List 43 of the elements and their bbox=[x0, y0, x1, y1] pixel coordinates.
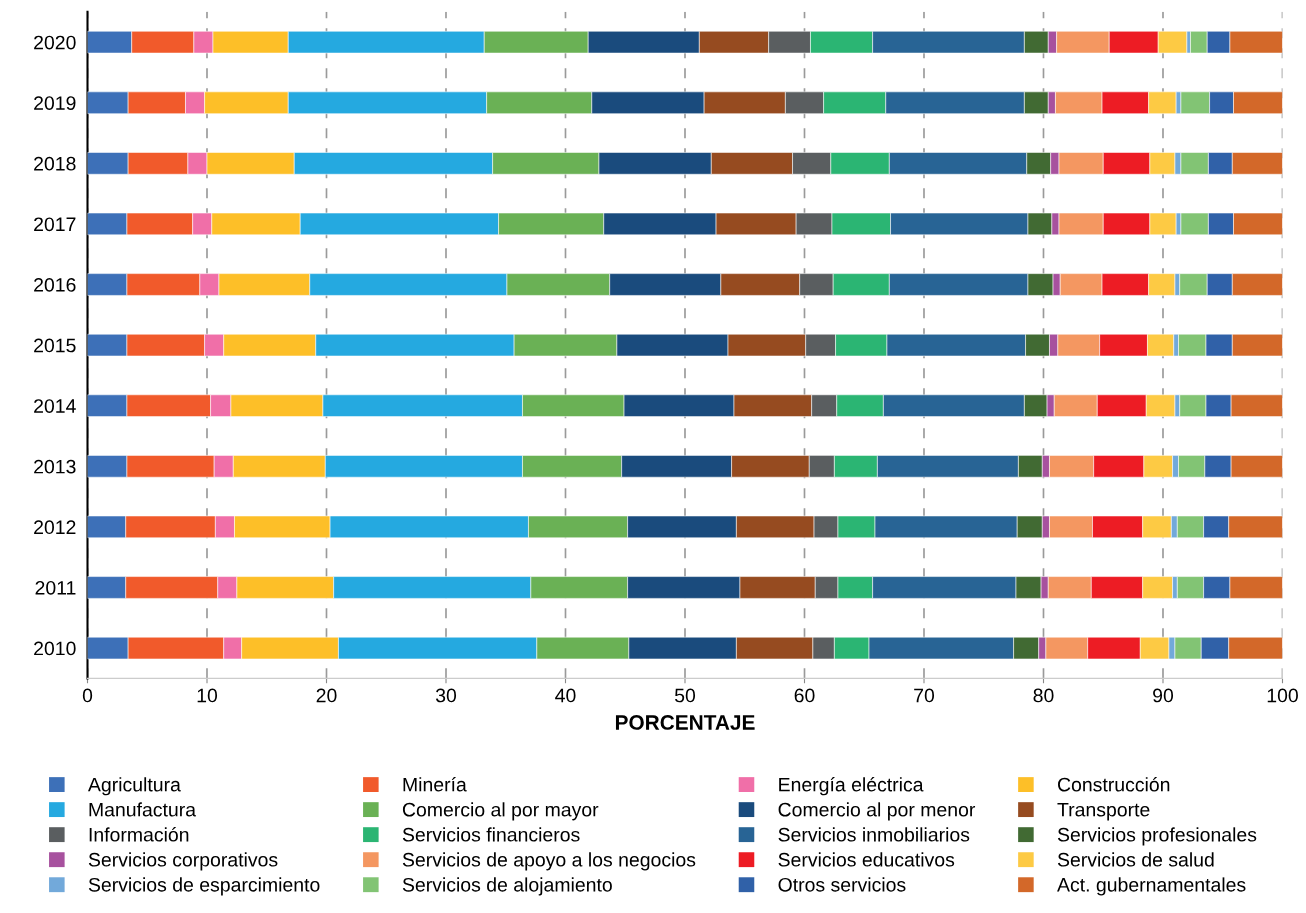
y-tick-label: 2020 bbox=[34, 35, 76, 50]
y-tick-label: 2011 bbox=[35, 580, 76, 595]
legend-label: Manufactura bbox=[89, 802, 197, 817]
legend-label: Servicios financieros bbox=[402, 827, 580, 842]
legend-label: Otros servicios bbox=[778, 877, 906, 892]
y-tick-label: 2012 bbox=[34, 520, 76, 535]
x-tick-label: 10 bbox=[197, 688, 218, 703]
legend-label: Comercio al por menor bbox=[778, 802, 976, 821]
x-tick-label: 20 bbox=[316, 688, 337, 703]
x-tick-label: 40 bbox=[555, 688, 576, 703]
legend-label: Servicios de salud bbox=[1057, 852, 1214, 867]
y-tick-label: 2016 bbox=[34, 277, 76, 292]
legend-label: Minería bbox=[403, 777, 467, 792]
legend-label: Información bbox=[89, 827, 189, 842]
x-tick-label: 60 bbox=[794, 688, 815, 703]
legend-label: Transporte bbox=[1057, 802, 1150, 821]
legend-label: Energía eléctrica bbox=[779, 777, 924, 796]
x-tick-label: 0 bbox=[82, 688, 93, 703]
x-tick-label: 100 bbox=[1267, 688, 1298, 703]
x-tick-label: 90 bbox=[1153, 688, 1174, 703]
x-tick-label: 70 bbox=[914, 688, 935, 703]
legend-label: Agricultura bbox=[87, 777, 181, 796]
y-tick-label: 2010 bbox=[34, 641, 76, 656]
legend-label: Act. gubernamentales bbox=[1057, 877, 1246, 896]
legend-label: Servicios de alojamiento bbox=[402, 877, 612, 896]
legend-label: Servicios de apoyo a los negocios bbox=[402, 852, 696, 871]
y-tick-label: 2019 bbox=[34, 96, 76, 110]
y-tick-label: 2013 bbox=[34, 459, 76, 474]
legend-label: Construcción bbox=[1058, 777, 1170, 792]
y-tick-label: 2017 bbox=[34, 217, 76, 232]
y-tick-label: 2015 bbox=[34, 338, 76, 353]
y-tick-label: 2014 bbox=[34, 399, 76, 413]
x-axis-title: PORCENTAJE bbox=[615, 715, 755, 730]
legend-label: Servicios corporativos bbox=[88, 852, 278, 871]
x-tick-label: 30 bbox=[435, 688, 457, 703]
legend-label: Comercio al por mayor bbox=[402, 802, 599, 821]
legend-label: Servicios educativos bbox=[778, 852, 955, 867]
x-tick-label: 80 bbox=[1033, 688, 1054, 703]
legend-label: Servicios de esparcimiento bbox=[88, 877, 320, 896]
y-tick-label: 2018 bbox=[34, 156, 76, 171]
legend-label: Servicios profesionales bbox=[1057, 827, 1257, 846]
x-tick-label: 50 bbox=[674, 688, 696, 703]
legend-label: Servicios inmobiliarios bbox=[778, 827, 970, 842]
